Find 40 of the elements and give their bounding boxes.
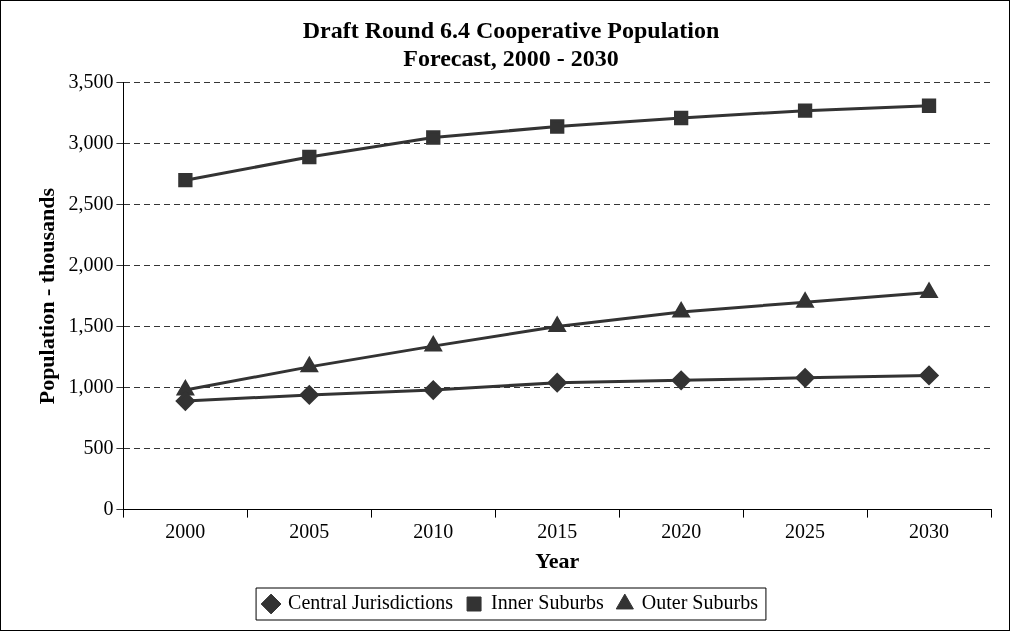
x-tick-label: 2010 <box>413 519 454 542</box>
x-tick-label: 2005 <box>289 519 330 542</box>
y-tick-label: 3,500 <box>68 69 114 92</box>
legend-label: Outer Suburbs <box>641 591 759 614</box>
point <box>547 373 567 393</box>
point <box>300 357 318 373</box>
point <box>921 98 937 113</box>
x-tick-label: 2015 <box>537 519 578 542</box>
y-tick-label: 2,500 <box>68 191 114 214</box>
legend-label: Central Jurisdictions <box>288 591 454 614</box>
x-tick-label: 2020 <box>661 519 702 542</box>
point <box>302 149 317 165</box>
x-tick-label: 2025 <box>785 519 826 542</box>
y-tick-label: 2,000 <box>68 252 114 275</box>
point <box>426 130 441 145</box>
legend-label: Inner Suburbs <box>491 591 605 614</box>
point <box>672 302 690 318</box>
point <box>550 119 565 134</box>
point <box>424 336 442 352</box>
point <box>919 365 939 385</box>
point <box>796 292 814 308</box>
point <box>423 380 443 400</box>
chart-title: Draft Round 6.4 Cooperative Population Forecast, 2000 - 2030 <box>302 16 720 72</box>
point <box>673 110 689 126</box>
point <box>671 370 691 390</box>
x-tick-label: 2030 <box>909 519 950 542</box>
x-axis-title: Year <box>535 548 580 574</box>
point <box>797 103 813 118</box>
y-tick-label: 1,500 <box>68 313 114 336</box>
y-axis-title: Population - thousands <box>33 187 59 405</box>
x-tick-label: 2000 <box>165 519 206 542</box>
y-tick-label: 1,000 <box>68 374 114 397</box>
y-tick-label: 3,000 <box>68 130 114 153</box>
point <box>299 385 319 405</box>
point <box>795 368 815 388</box>
point <box>920 282 938 298</box>
point <box>178 173 193 188</box>
y-tick-label: 0 <box>103 496 114 519</box>
point <box>548 317 566 333</box>
y-tick-label: 500 <box>83 435 114 458</box>
